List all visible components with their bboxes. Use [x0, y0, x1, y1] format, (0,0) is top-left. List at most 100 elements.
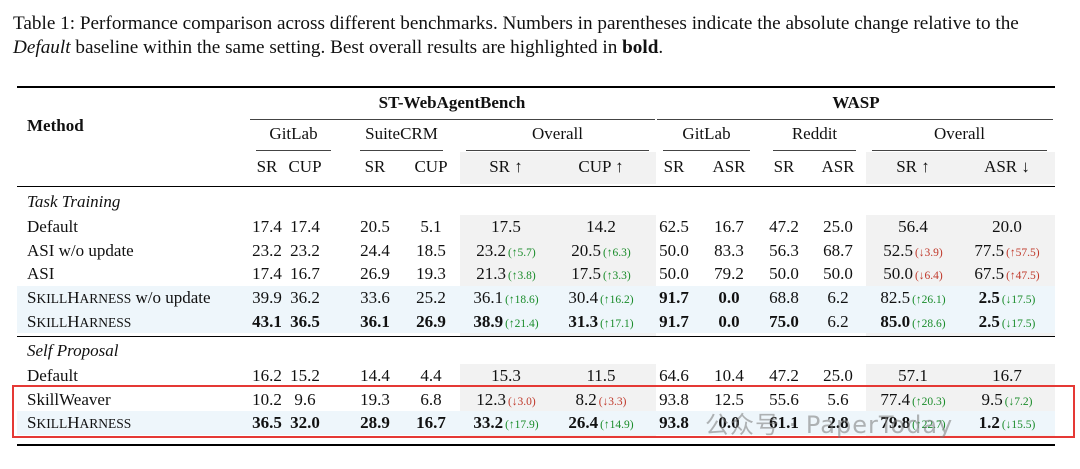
table-cell: 9.6 [294, 389, 316, 409]
cmidrule [466, 150, 649, 151]
table-cell: 2.5 (↓17.5) [978, 288, 1036, 308]
table-cell: 12.5 [714, 389, 744, 409]
table-cell: 25.0 [823, 366, 853, 385]
method-name: SKILLHARNESS [27, 311, 132, 331]
table-cell: 91.7 [659, 288, 689, 308]
highlight-row-shade [17, 411, 1055, 436]
table-cell: 17.4 [252, 264, 282, 284]
table-cell: 36.2 [290, 288, 320, 308]
cmidrule [657, 119, 1053, 120]
table-cell: 10.4 [714, 366, 744, 385]
table-cell: 50.0 [769, 264, 799, 284]
subgroup-header: Overall [532, 124, 583, 143]
column-header: ASR [821, 157, 855, 176]
table-cell: 19.3 [360, 389, 390, 409]
table-cell: 6.2 [827, 288, 849, 308]
column-header: CUP [288, 157, 322, 176]
highlight-row-shade [17, 286, 1055, 310]
group-header-st-webagentbench: ST-WebAgentBench [378, 93, 526, 112]
method-name: SkillWeaver [27, 389, 111, 409]
table-cell: 16.7 [290, 264, 320, 284]
table-cell: 23.2 [290, 240, 320, 260]
table-cell: 56.4 [898, 217, 928, 236]
overall-column-shade [866, 152, 1055, 184]
table-cell: 16.2 [252, 366, 282, 385]
method-name: SKILLHARNESS [27, 413, 132, 433]
table-cell: 57.1 [898, 366, 928, 385]
caption-suffix: . [658, 37, 664, 58]
table-cell: 79.8 (↑22.7) [880, 413, 946, 433]
column-header: CUP ↑ [578, 157, 624, 176]
table-cell: 36.1 [360, 311, 390, 331]
column-header: SR [256, 157, 278, 176]
table-cell: 15.2 [290, 366, 320, 385]
table-cell: 17.5 [491, 217, 521, 236]
table-cell: 25.2 [416, 288, 446, 308]
cmidrule [250, 119, 655, 120]
table-cell: 50.0 [659, 264, 689, 284]
method-name: SKILLHARNESS w/o update [27, 288, 211, 308]
table-cell: 5.1 [420, 217, 442, 236]
table-cell: 0.0 [718, 413, 740, 433]
subgroup-header: GitLab [682, 124, 731, 143]
table-cell: 1.2 (↓15.5) [978, 413, 1036, 433]
table-cell: 0.0 [718, 288, 740, 308]
table-cell: 20.0 [992, 217, 1022, 236]
table-cell: 52.5 (↓3.9) [883, 240, 943, 260]
table-cell: 36.1 (↑18.6) [473, 288, 539, 308]
table-caption: Table 1: Performance comparison across d… [13, 12, 1073, 60]
table-cell: 31.3 (↑17.1) [568, 311, 634, 331]
table-cell: 77.5 (↑57.5) [974, 240, 1040, 260]
cmidrule [773, 150, 856, 151]
header-rule [17, 186, 1055, 187]
cmidrule [360, 150, 443, 151]
table-cell: 23.2 [252, 240, 282, 260]
table-cell: 56.3 [769, 240, 799, 260]
table-cell: 50.0 (↓6.4) [883, 264, 943, 284]
subgroup-header: SuiteCRM [365, 124, 438, 143]
table-cell: 18.5 [416, 240, 446, 260]
method-header: Method [27, 116, 84, 135]
cmidrule [256, 150, 331, 151]
table-cell: 11.5 [586, 366, 616, 385]
table-cell: 47.2 [769, 217, 799, 236]
table-cell: 33.2 (↑17.9) [473, 413, 539, 433]
top-rule [17, 86, 1055, 88]
cmidrule [663, 150, 750, 151]
table-cell: 16.7 [992, 366, 1022, 385]
caption-text: Table 1: Performance comparison across d… [13, 13, 1019, 34]
subgroup-header: Reddit [791, 124, 838, 143]
highlight-row-shade [17, 309, 1055, 334]
table-cell: 39.9 [252, 288, 282, 308]
table-cell: 50.0 [659, 240, 689, 260]
section-label: Task Training [27, 192, 121, 211]
table-cell: 75.0 [769, 311, 799, 331]
group-header-wasp: WASP [832, 93, 880, 112]
method-name: ASI w/o update [27, 240, 134, 260]
table-cell: 9.5 (↓7.2) [981, 389, 1033, 409]
table-cell: 26.9 [360, 264, 390, 284]
caption-text-2: baseline within the same setting. Best o… [70, 37, 623, 58]
table-cell: 24.4 [360, 240, 390, 260]
table-cell: 16.7 [416, 413, 446, 433]
column-header: ASR ↓ [984, 157, 1030, 176]
table-cell: 93.8 [659, 413, 689, 433]
table-cell: 2.5 (↓17.5) [978, 311, 1036, 331]
caption-bold: bold [622, 37, 659, 58]
table-cell: 93.8 [659, 389, 689, 409]
table-cell: 47.2 [769, 366, 799, 385]
table-cell: 62.5 [659, 217, 689, 236]
table-cell: 68.7 [823, 240, 853, 260]
column-header: SR ↑ [896, 157, 930, 176]
table-cell: 43.1 [252, 311, 282, 331]
table-cell: 17.4 [252, 217, 282, 236]
table-cell: 61.1 [769, 413, 799, 433]
table-cell: 64.6 [659, 366, 689, 385]
table-cell: 91.7 [659, 311, 689, 331]
section-label: Self Proposal [27, 341, 119, 360]
method-name: Default [27, 366, 78, 385]
column-header: SR ↑ [489, 157, 523, 176]
table-cell: 36.5 [290, 311, 320, 331]
table-cell: 77.4 (↑20.3) [880, 389, 946, 409]
column-header: SR [663, 157, 685, 176]
